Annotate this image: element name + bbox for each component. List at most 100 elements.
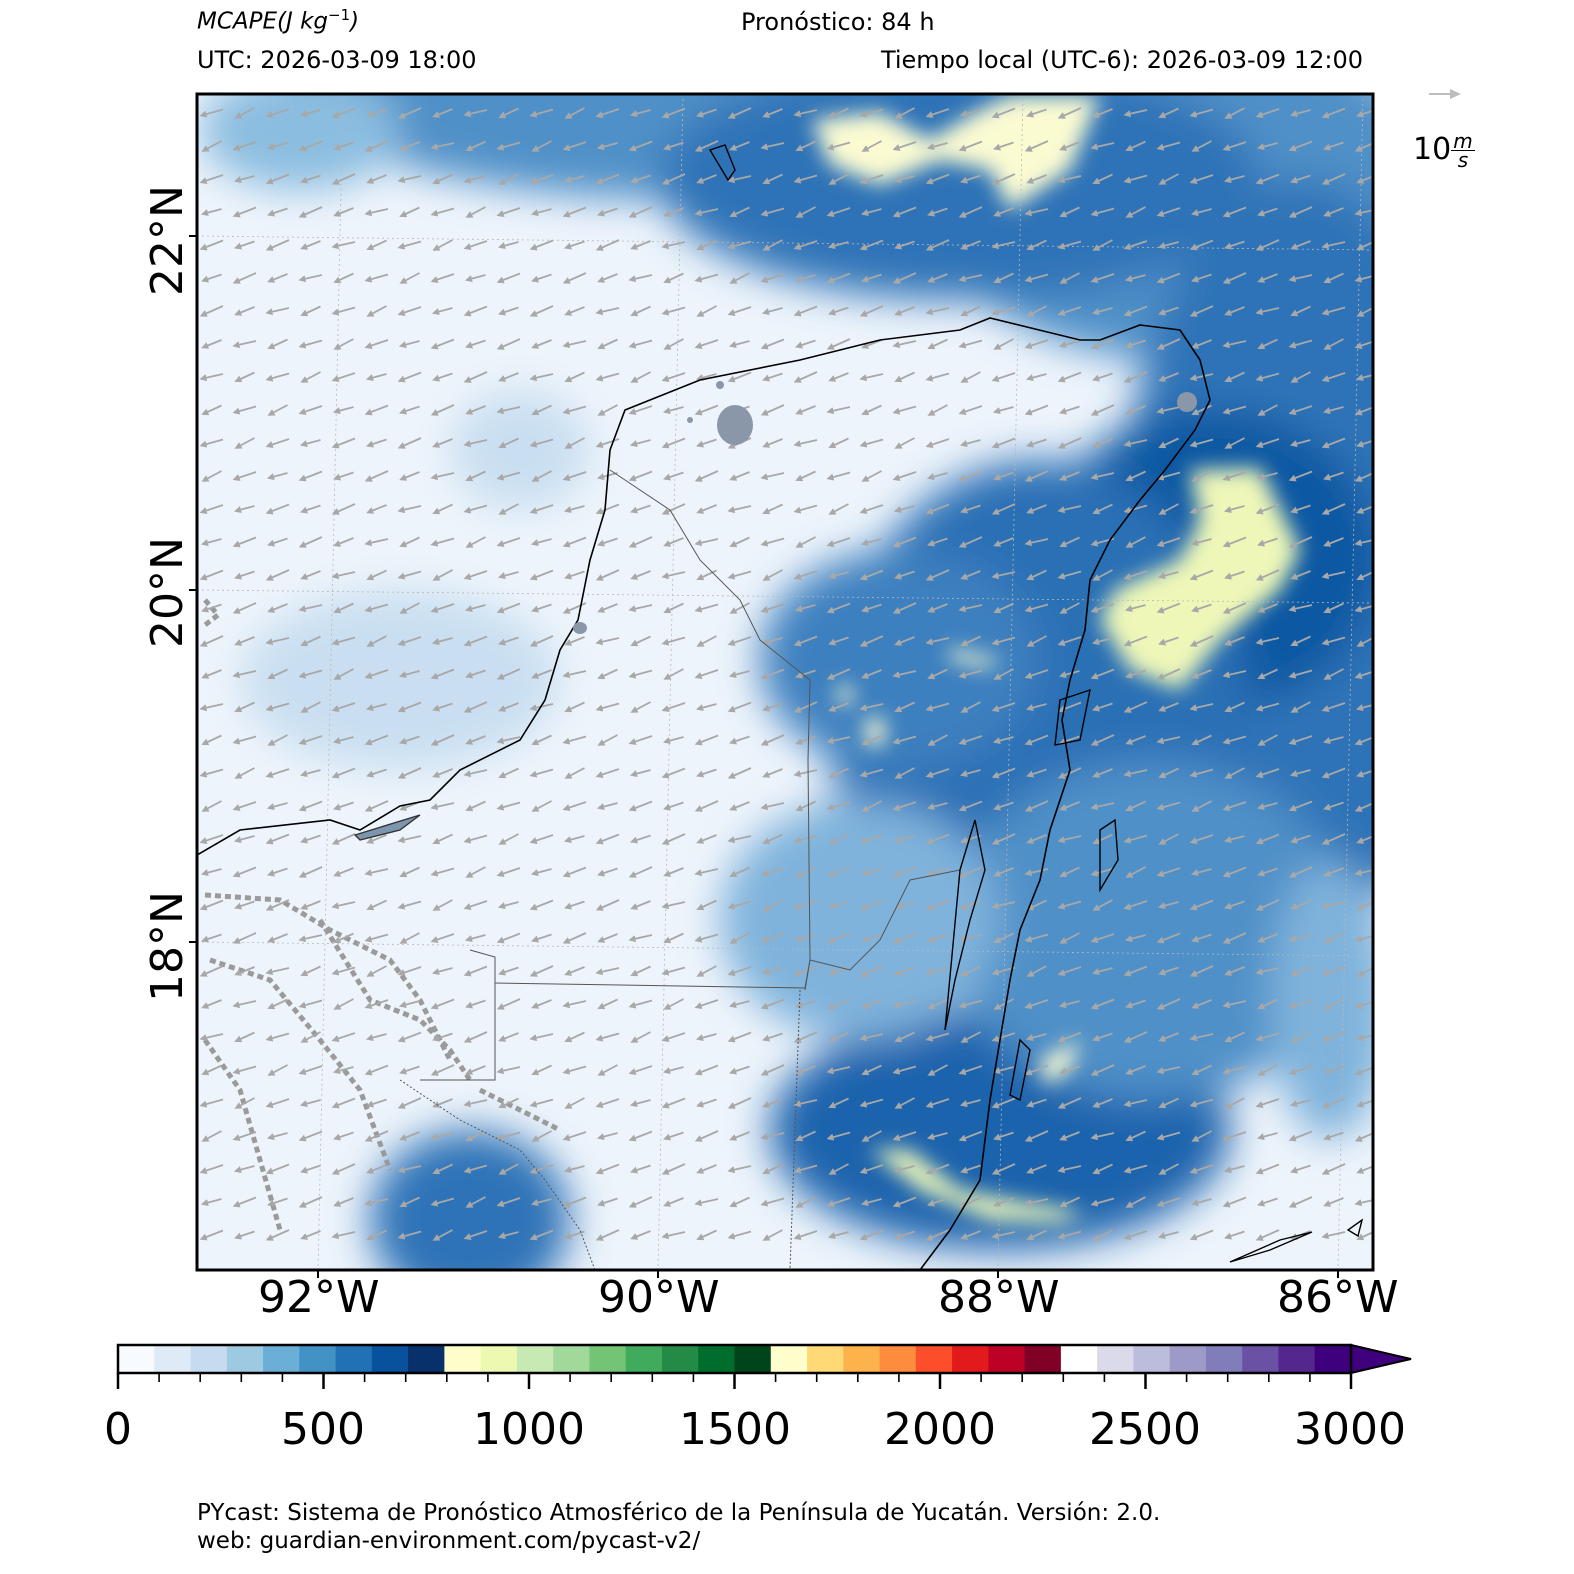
wind-arrow — [696, 635, 717, 647]
wind-arrow — [366, 635, 387, 647]
colorbar-label-0: 0 — [104, 1404, 132, 1455]
wind-arrow — [465, 405, 486, 415]
colorbar-swatch — [661, 1345, 699, 1373]
colorbar-swatch — [734, 1345, 772, 1373]
wind-arrow — [234, 371, 255, 383]
wind-arrow — [860, 208, 882, 217]
wind-arrow — [1255, 307, 1280, 316]
wind-arrow — [232, 602, 257, 614]
wind-arrow — [364, 800, 389, 812]
wind-arrow — [894, 966, 915, 976]
wind-arrow — [331, 1032, 356, 1042]
colorbar-swatch — [1278, 1345, 1316, 1373]
wind-arrow — [564, 437, 585, 449]
wind-arrow — [200, 538, 222, 547]
wind-arrow — [498, 173, 519, 185]
lon-label-92W: 92°W — [258, 1272, 380, 1323]
colorbar-swatch — [770, 1345, 808, 1373]
wind-arrow — [894, 767, 915, 779]
wind-arrow — [399, 405, 420, 415]
forecast-hour: Pronóstico: 84 h — [741, 8, 935, 36]
wind-arrow — [793, 834, 818, 844]
wind-arrow — [399, 272, 420, 284]
wind-arrow — [991, 241, 1016, 250]
colorbar-swatch — [1097, 1345, 1134, 1373]
wind-arrow — [925, 1032, 950, 1042]
wind-arrow — [1156, 471, 1181, 481]
colorbar-swatch — [988, 1345, 1026, 1373]
wind-arrow — [762, 1032, 783, 1042]
wind-arrow — [397, 107, 422, 119]
wind-arrow — [1354, 472, 1373, 482]
wind-arrow — [991, 571, 1016, 580]
wind-arrow — [1255, 569, 1280, 581]
wind-arrow — [727, 175, 752, 184]
wind-arrow — [762, 108, 783, 118]
wind-arrow — [1091, 967, 1113, 976]
colorbar-swatch — [480, 1345, 518, 1373]
wind-arrow — [1256, 472, 1278, 481]
wind-arrow — [793, 439, 818, 448]
wind-arrow — [958, 140, 983, 152]
wind-arrow — [727, 1031, 752, 1043]
wind-arrow — [496, 537, 521, 547]
wind-arrow — [1288, 536, 1313, 548]
wind-arrow — [760, 273, 785, 283]
variable-title: MCAPE(J kg−1) — [197, 6, 360, 35]
colorbar-swatch — [1314, 1345, 1352, 1373]
wind-arrow — [333, 668, 354, 680]
wind-arrow — [1123, 900, 1148, 910]
wind-arrow — [696, 965, 717, 977]
colorbar-swatch — [444, 1345, 482, 1373]
wind-arrow — [463, 965, 488, 977]
wind-arrow — [628, 669, 653, 679]
lat-label-18N: 18°N — [142, 891, 193, 1002]
wind-arrow — [299, 109, 321, 118]
wind-arrow — [1059, 866, 1080, 878]
wind-arrow — [1191, 800, 1212, 812]
footer-web: web: guardian-environment.com/pycast-v2/ — [197, 1528, 701, 1554]
wind-arrow — [430, 404, 455, 416]
colorbar-swatch — [879, 1345, 917, 1373]
wind-arrow — [1355, 374, 1373, 382]
wind-arrow — [826, 801, 851, 811]
wind-arrow — [1057, 437, 1082, 449]
wind-arrow — [595, 768, 620, 778]
wind-arrow — [762, 372, 783, 382]
wind-arrow — [826, 668, 851, 680]
wind-arrow — [1321, 767, 1346, 779]
wind-arrow — [1123, 635, 1148, 647]
wind-arrow — [1255, 1032, 1280, 1042]
wind-arrow — [1158, 833, 1179, 845]
wind-arrow — [331, 702, 356, 712]
colorbar-swatch — [516, 1345, 554, 1373]
wind-arrow — [562, 670, 587, 679]
wind-arrow — [1156, 338, 1181, 350]
wind-arrow — [595, 702, 620, 712]
wind-arrow — [498, 503, 519, 515]
wind-arrow — [1158, 636, 1179, 646]
wind-reference-arrow-icon — [1429, 89, 1461, 99]
wind-arrow — [925, 108, 950, 118]
wind-arrow — [1288, 866, 1313, 878]
wind-arrow — [1321, 306, 1346, 316]
wind-arrow — [762, 173, 783, 185]
wind-arrow — [232, 206, 257, 218]
wind-arrow — [727, 767, 752, 779]
wind-arrow — [1321, 966, 1346, 976]
wind-arrow — [366, 899, 387, 911]
wind-arrow — [364, 933, 389, 943]
wind-arrow — [729, 206, 750, 218]
wind-arrow — [1156, 602, 1181, 614]
wind-arrow — [993, 207, 1014, 217]
wind-arrow — [464, 604, 486, 613]
wind-arrow — [762, 503, 783, 515]
wind-arrow — [1255, 239, 1280, 251]
wind-arrow — [496, 602, 521, 614]
wind-arrow — [531, 470, 552, 482]
wind-arrow — [265, 833, 290, 845]
wind-arrow — [1092, 173, 1113, 185]
wind-arrow — [1323, 207, 1344, 217]
wind-arrow — [760, 338, 785, 350]
wind-arrow — [1288, 405, 1313, 415]
